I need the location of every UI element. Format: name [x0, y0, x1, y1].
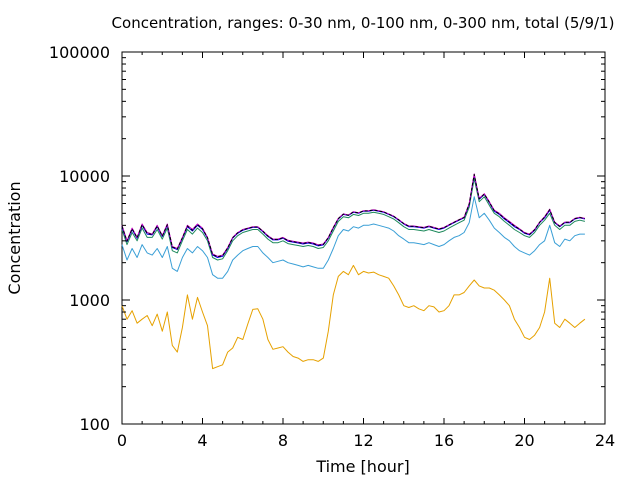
y-tick-label: 100000	[49, 43, 110, 62]
x-tick-label: 4	[197, 431, 207, 450]
x-tick-label: 0	[117, 431, 127, 450]
x-tick-label: 24	[595, 431, 615, 450]
y-tick-label: 100	[79, 415, 110, 434]
ticks-layer: 0 4 8 12 16 20 24 100 1000 10000 100000	[49, 43, 615, 450]
series-line-3	[121, 178, 586, 261]
x-tick-label: 16	[434, 431, 454, 450]
y-tick-label: 10000	[59, 167, 110, 186]
chart-title: Concentration, ranges: 0-30 nm, 0-100 nm…	[112, 14, 615, 32]
x-tick-label: 20	[514, 431, 534, 450]
series-layer	[121, 173, 586, 370]
series-line-6	[121, 173, 586, 258]
y-axis-label: Concentration	[5, 181, 24, 294]
series-line-5	[121, 173, 586, 257]
y-tick-label: 1000	[69, 291, 110, 310]
x-tick-label: 12	[353, 431, 373, 450]
series-line-1	[121, 264, 586, 370]
x-axis-label: Time [hour]	[315, 457, 409, 476]
x-tick-label: 8	[278, 431, 288, 450]
series-line-2	[121, 196, 585, 279]
